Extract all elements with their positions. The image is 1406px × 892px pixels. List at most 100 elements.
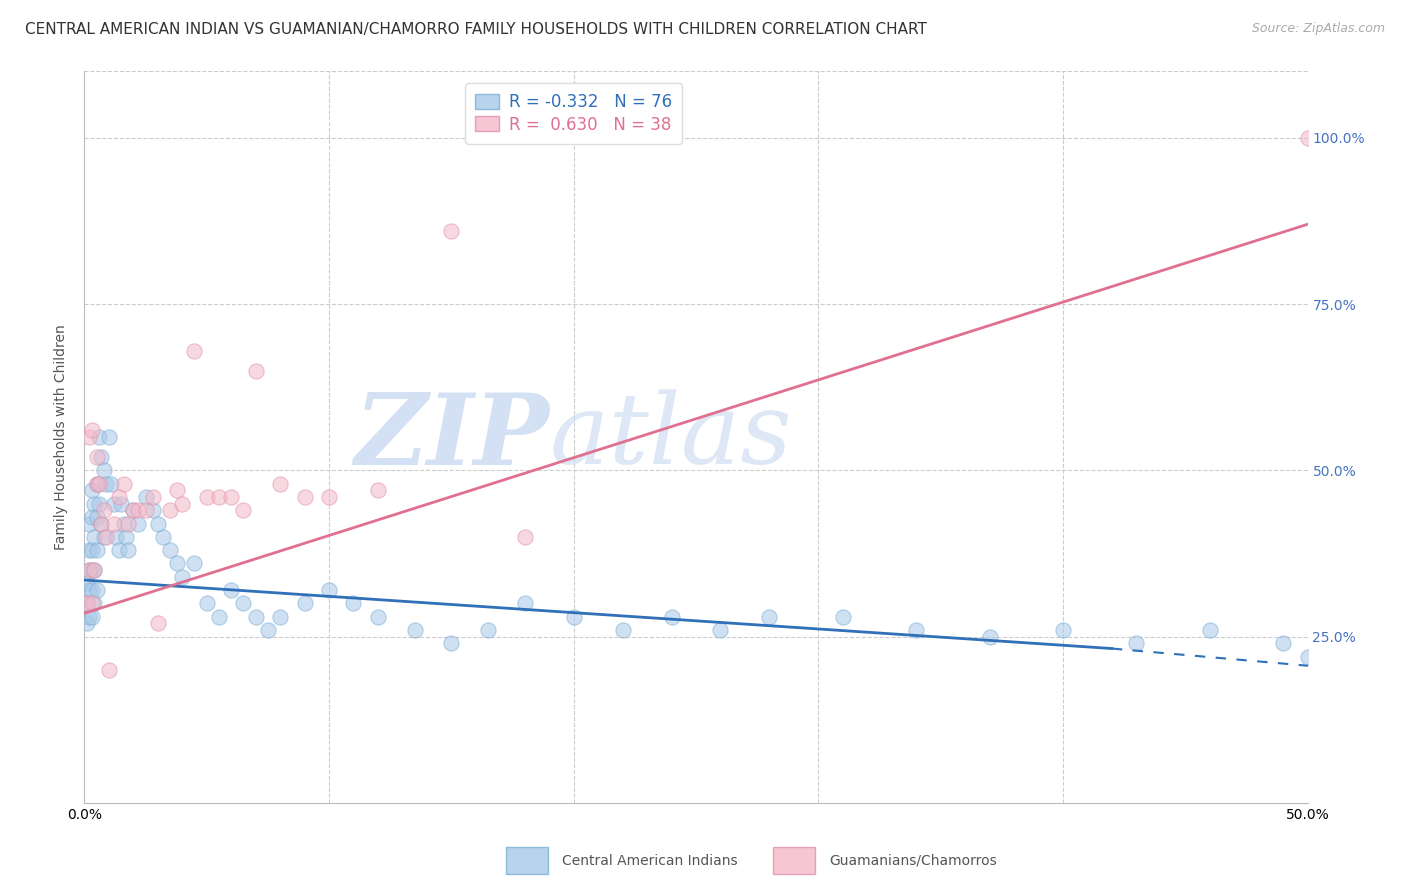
Point (105, 530, 128, 544)
Point (661, 609, 683, 624)
Point (80, 596, 103, 610)
Point (93, 463, 115, 477)
Text: Central American Indians: Central American Indians (562, 854, 738, 868)
Point (318, 582, 340, 597)
Point (107, 543, 129, 558)
Legend: R = -0.332   N = 76, R =  0.630   N = 38: R = -0.332 N = 76, R = 0.630 N = 38 (465, 83, 682, 144)
Point (367, 609, 389, 624)
Point (135, 490, 157, 504)
Point (269, 476, 291, 491)
Point (127, 503, 149, 517)
Point (83, 530, 105, 544)
Point (245, 609, 267, 624)
Point (294, 596, 316, 610)
FancyBboxPatch shape (506, 847, 548, 874)
Point (513, 530, 536, 544)
Point (80, 424, 103, 438)
Point (76, 576, 98, 591)
Point (232, 503, 254, 517)
Point (83, 563, 105, 577)
Point (97, 663, 120, 677)
Point (77, 430, 100, 444)
Point (142, 503, 165, 517)
Text: Source: ZipAtlas.com: Source: ZipAtlas.com (1251, 22, 1385, 36)
Point (905, 623, 928, 637)
Point (77, 543, 100, 558)
Point (172, 497, 194, 511)
Point (219, 490, 242, 504)
Point (90, 516, 112, 531)
Point (112, 516, 135, 531)
Point (80, 609, 103, 624)
Point (979, 630, 1001, 644)
Point (80, 509, 103, 524)
Point (513, 596, 536, 610)
Point (146, 616, 169, 631)
Point (122, 503, 145, 517)
Point (152, 530, 174, 544)
Point (87, 497, 110, 511)
Point (758, 609, 780, 624)
Point (1052, 623, 1074, 637)
Point (562, 609, 585, 624)
Point (1125, 636, 1147, 650)
Point (1296, 649, 1319, 664)
Point (86, 476, 108, 491)
Point (208, 609, 231, 624)
Point (269, 609, 291, 624)
Point (159, 503, 181, 517)
Point (117, 516, 139, 531)
Point (110, 497, 132, 511)
Point (195, 490, 218, 504)
Point (97, 430, 120, 444)
Point (103, 497, 125, 511)
Point (232, 596, 254, 610)
Point (135, 503, 157, 517)
Point (208, 490, 231, 504)
Point (142, 490, 165, 504)
Point (83, 497, 105, 511)
Point (80, 543, 103, 558)
Text: ZIP: ZIP (354, 389, 550, 485)
Point (100, 476, 122, 491)
Point (257, 623, 280, 637)
Point (612, 623, 634, 637)
Text: atlas: atlas (550, 390, 792, 484)
Point (166, 483, 188, 498)
Point (440, 224, 463, 238)
Point (404, 623, 426, 637)
Y-axis label: Family Households with Children: Family Households with Children (55, 324, 69, 550)
Point (440, 636, 463, 650)
Point (96, 476, 118, 491)
Point (367, 483, 389, 498)
Point (166, 557, 188, 571)
Text: Guamanians/Chamorros: Guamanians/Chamorros (830, 854, 997, 868)
Point (318, 490, 340, 504)
Point (93, 530, 115, 544)
Point (477, 623, 499, 637)
Point (103, 516, 125, 531)
Point (183, 557, 205, 571)
Point (80, 582, 103, 597)
Point (159, 543, 181, 558)
Point (90, 450, 112, 464)
Point (172, 570, 194, 584)
Point (87, 430, 110, 444)
Point (117, 543, 139, 558)
Point (76, 616, 98, 631)
Point (1272, 636, 1295, 650)
Point (1296, 131, 1319, 145)
Point (86, 450, 108, 464)
Point (83, 563, 105, 577)
Point (219, 582, 242, 597)
Point (294, 490, 316, 504)
Point (831, 609, 853, 624)
Point (342, 596, 364, 610)
Point (709, 623, 731, 637)
Point (76, 596, 98, 610)
Point (93, 503, 115, 517)
Point (80, 483, 103, 498)
Point (183, 343, 205, 358)
Point (146, 516, 169, 531)
Point (96, 530, 118, 544)
